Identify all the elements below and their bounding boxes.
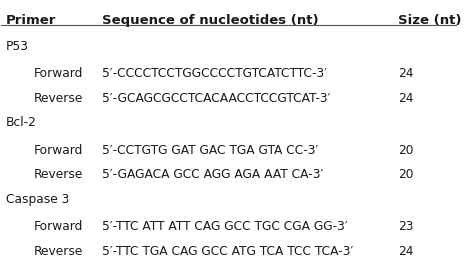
Text: 5′-CCTGTG GAT GAC TGA GTA CC-3′: 5′-CCTGTG GAT GAC TGA GTA CC-3′ — [101, 144, 318, 157]
Text: 5′-GCAGCGCCTCACAACCTCCGTCAT-3′: 5′-GCAGCGCCTCACAACCTCCGTCAT-3′ — [101, 92, 330, 105]
Text: 5′-CCCCTCCTGGCCCCTGTCATCTTC-3′: 5′-CCCCTCCTGGCCCCTGTCATCTTC-3′ — [101, 67, 327, 80]
Text: 20: 20 — [398, 168, 413, 181]
Text: Forward: Forward — [33, 220, 82, 233]
Text: Forward: Forward — [33, 144, 82, 157]
Text: Reverse: Reverse — [33, 245, 82, 258]
Text: Primer: Primer — [6, 14, 56, 27]
Text: P53: P53 — [6, 40, 29, 53]
Text: Caspase 3: Caspase 3 — [6, 193, 69, 206]
Text: Reverse: Reverse — [33, 168, 82, 181]
Text: Bcl-2: Bcl-2 — [6, 116, 37, 129]
Text: Size (nt): Size (nt) — [398, 14, 461, 27]
Text: 24: 24 — [398, 67, 413, 80]
Text: 5′-TTC ATT ATT CAG GCC TGC CGA GG-3′: 5′-TTC ATT ATT CAG GCC TGC CGA GG-3′ — [101, 220, 347, 233]
Text: 24: 24 — [398, 92, 413, 105]
Text: Forward: Forward — [33, 67, 82, 80]
Text: 5′-GAGACA GCC AGG AGA AAT CA-3′: 5′-GAGACA GCC AGG AGA AAT CA-3′ — [101, 168, 323, 181]
Text: 23: 23 — [398, 220, 413, 233]
Text: 24: 24 — [398, 245, 413, 258]
Text: 5′-TTC TGA CAG GCC ATG TCA TCC TCA-3′: 5′-TTC TGA CAG GCC ATG TCA TCC TCA-3′ — [101, 245, 353, 258]
Text: 20: 20 — [398, 144, 413, 157]
Text: Sequence of nucleotides (nt): Sequence of nucleotides (nt) — [101, 14, 318, 27]
Text: Reverse: Reverse — [33, 92, 82, 105]
